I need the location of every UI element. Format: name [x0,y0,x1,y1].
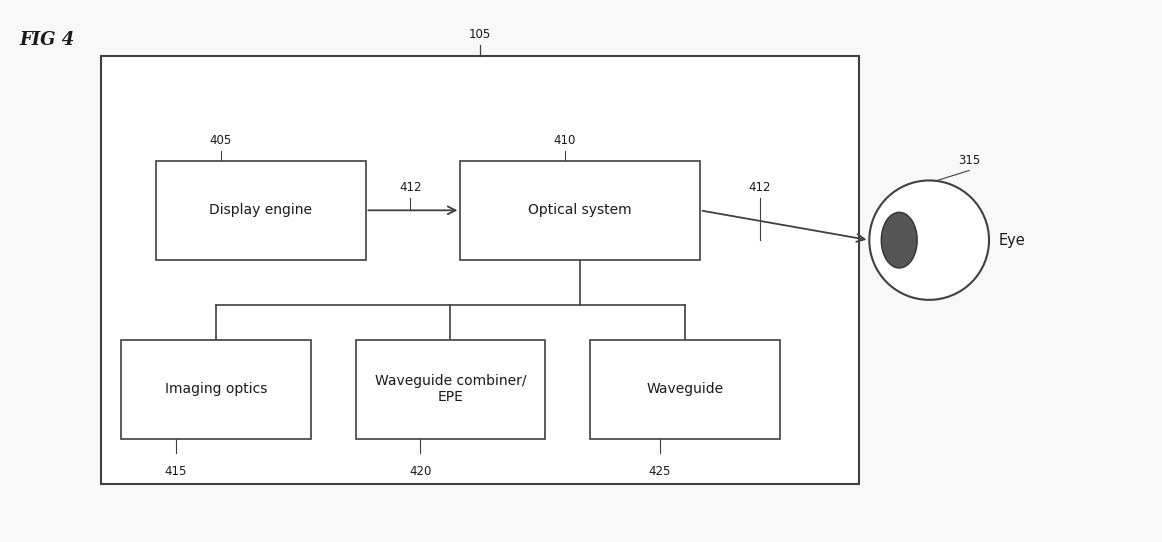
Text: Imaging optics: Imaging optics [165,383,267,396]
Text: Display engine: Display engine [209,203,313,217]
Circle shape [869,180,989,300]
Text: 412: 412 [748,182,770,195]
Text: 410: 410 [554,134,576,147]
Text: 315: 315 [957,153,981,166]
Ellipse shape [881,212,917,268]
Text: Optical system: Optical system [529,203,632,217]
Text: FIG 4: FIG 4 [20,31,74,49]
Text: 420: 420 [409,465,431,478]
Bar [590,340,780,439]
Text: Eye: Eye [999,233,1026,248]
Text: Waveguide: Waveguide [646,383,723,396]
Text: 425: 425 [648,465,670,478]
Text: 405: 405 [209,134,232,147]
Bar [460,160,700,260]
Text: 105: 105 [469,28,492,41]
Text: Waveguide combiner/
EPE: Waveguide combiner/ EPE [374,375,526,404]
Bar [156,160,366,260]
Text: 415: 415 [165,465,187,478]
Bar [121,340,310,439]
Text: 412: 412 [400,182,422,195]
Bar [101,56,860,484]
Bar [356,340,545,439]
